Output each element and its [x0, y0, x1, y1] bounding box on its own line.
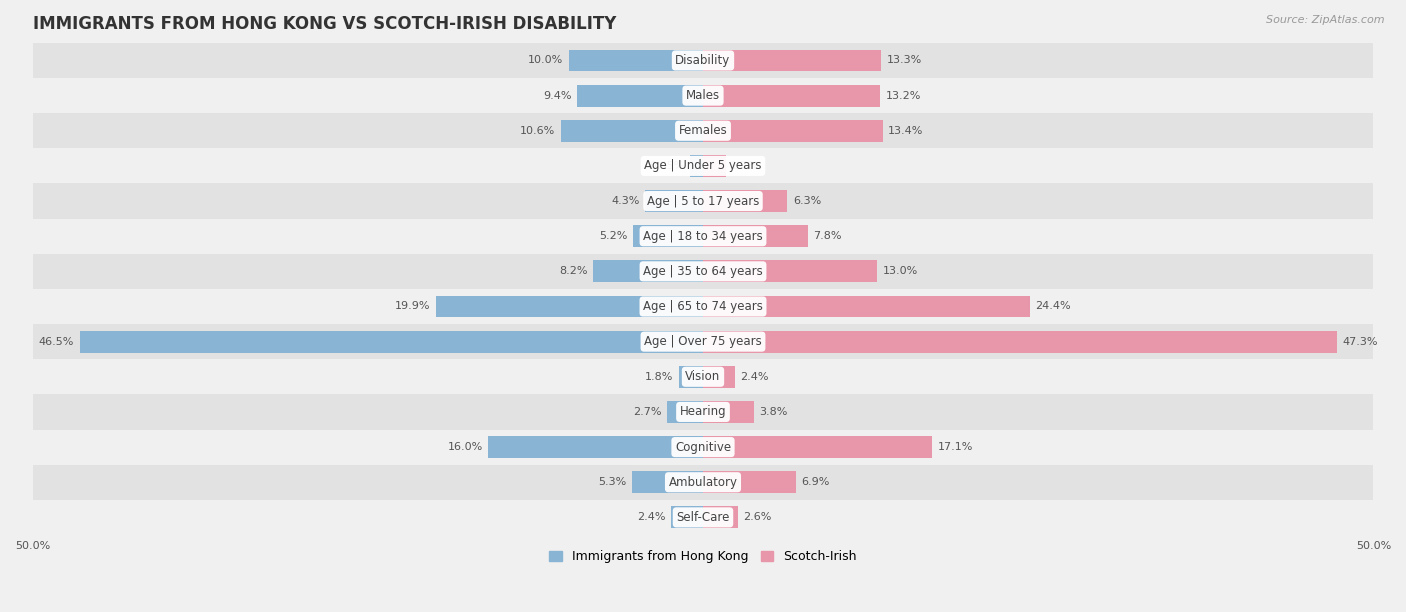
Bar — [703, 50, 882, 72]
Bar — [32, 500, 1374, 535]
Text: 13.3%: 13.3% — [887, 56, 922, 65]
Bar — [32, 430, 1374, 465]
Text: Age | 35 to 64 years: Age | 35 to 64 years — [643, 265, 763, 278]
Text: 16.0%: 16.0% — [449, 442, 484, 452]
Text: Females: Females — [679, 124, 727, 137]
Bar — [703, 84, 880, 106]
Text: 5.3%: 5.3% — [599, 477, 627, 487]
Text: Males: Males — [686, 89, 720, 102]
Bar — [32, 465, 1374, 500]
Bar — [679, 366, 703, 387]
Text: 17.1%: 17.1% — [938, 442, 973, 452]
Bar — [703, 155, 725, 177]
Text: 1.8%: 1.8% — [645, 371, 673, 382]
Text: 4.3%: 4.3% — [612, 196, 640, 206]
Bar — [32, 254, 1374, 289]
Text: 2.6%: 2.6% — [744, 512, 772, 523]
Text: 2.4%: 2.4% — [637, 512, 665, 523]
Bar — [666, 401, 703, 423]
Text: 2.7%: 2.7% — [633, 407, 661, 417]
Text: Disability: Disability — [675, 54, 731, 67]
Bar — [32, 148, 1374, 184]
Text: 46.5%: 46.5% — [39, 337, 75, 346]
Text: Age | 65 to 74 years: Age | 65 to 74 years — [643, 300, 763, 313]
Bar — [32, 78, 1374, 113]
Bar — [703, 120, 883, 141]
Bar — [690, 155, 703, 177]
Text: 19.9%: 19.9% — [395, 302, 430, 312]
Text: 13.0%: 13.0% — [883, 266, 918, 277]
Bar — [703, 330, 1337, 353]
Text: 9.4%: 9.4% — [543, 91, 572, 100]
Text: 10.6%: 10.6% — [520, 125, 555, 136]
Text: 24.4%: 24.4% — [1035, 302, 1071, 312]
Bar — [32, 43, 1374, 78]
Text: Age | 5 to 17 years: Age | 5 to 17 years — [647, 195, 759, 207]
Text: 5.2%: 5.2% — [599, 231, 628, 241]
Bar — [703, 261, 877, 282]
Bar — [32, 289, 1374, 324]
Text: Cognitive: Cognitive — [675, 441, 731, 453]
Bar — [703, 401, 754, 423]
Bar — [631, 471, 703, 493]
Bar — [32, 218, 1374, 254]
Text: Ambulatory: Ambulatory — [668, 476, 738, 489]
Text: 6.9%: 6.9% — [801, 477, 830, 487]
Text: 13.4%: 13.4% — [889, 125, 924, 136]
Text: 6.3%: 6.3% — [793, 196, 821, 206]
Text: 0.95%: 0.95% — [650, 161, 685, 171]
Bar — [633, 225, 703, 247]
Bar — [703, 471, 796, 493]
Bar — [436, 296, 703, 318]
Bar — [645, 190, 703, 212]
Text: Hearing: Hearing — [679, 405, 727, 419]
Bar — [703, 436, 932, 458]
Bar — [32, 394, 1374, 430]
Text: Age | 18 to 34 years: Age | 18 to 34 years — [643, 230, 763, 243]
Text: 1.7%: 1.7% — [731, 161, 759, 171]
Text: 47.3%: 47.3% — [1343, 337, 1378, 346]
Text: 7.8%: 7.8% — [813, 231, 841, 241]
Bar — [671, 507, 703, 528]
Text: Self-Care: Self-Care — [676, 511, 730, 524]
Bar — [569, 50, 703, 72]
Bar — [561, 120, 703, 141]
Bar — [32, 113, 1374, 148]
Text: Source: ZipAtlas.com: Source: ZipAtlas.com — [1267, 15, 1385, 25]
Bar — [32, 324, 1374, 359]
Bar — [488, 436, 703, 458]
Text: Age | Under 5 years: Age | Under 5 years — [644, 159, 762, 173]
Text: 10.0%: 10.0% — [529, 56, 564, 65]
Bar — [703, 507, 738, 528]
Text: 3.8%: 3.8% — [759, 407, 787, 417]
Text: Age | Over 75 years: Age | Over 75 years — [644, 335, 762, 348]
Bar — [32, 359, 1374, 394]
Bar — [703, 296, 1031, 318]
Bar — [80, 330, 703, 353]
Bar — [703, 366, 735, 387]
Text: 8.2%: 8.2% — [560, 266, 588, 277]
Bar — [703, 225, 807, 247]
Legend: Immigrants from Hong Kong, Scotch-Irish: Immigrants from Hong Kong, Scotch-Irish — [544, 545, 862, 568]
Text: Vision: Vision — [685, 370, 721, 383]
Bar — [703, 190, 787, 212]
Text: 2.4%: 2.4% — [741, 371, 769, 382]
Text: IMMIGRANTS FROM HONG KONG VS SCOTCH-IRISH DISABILITY: IMMIGRANTS FROM HONG KONG VS SCOTCH-IRIS… — [32, 15, 616, 33]
Bar — [576, 84, 703, 106]
Bar — [32, 184, 1374, 218]
Text: 13.2%: 13.2% — [886, 91, 921, 100]
Bar — [593, 261, 703, 282]
